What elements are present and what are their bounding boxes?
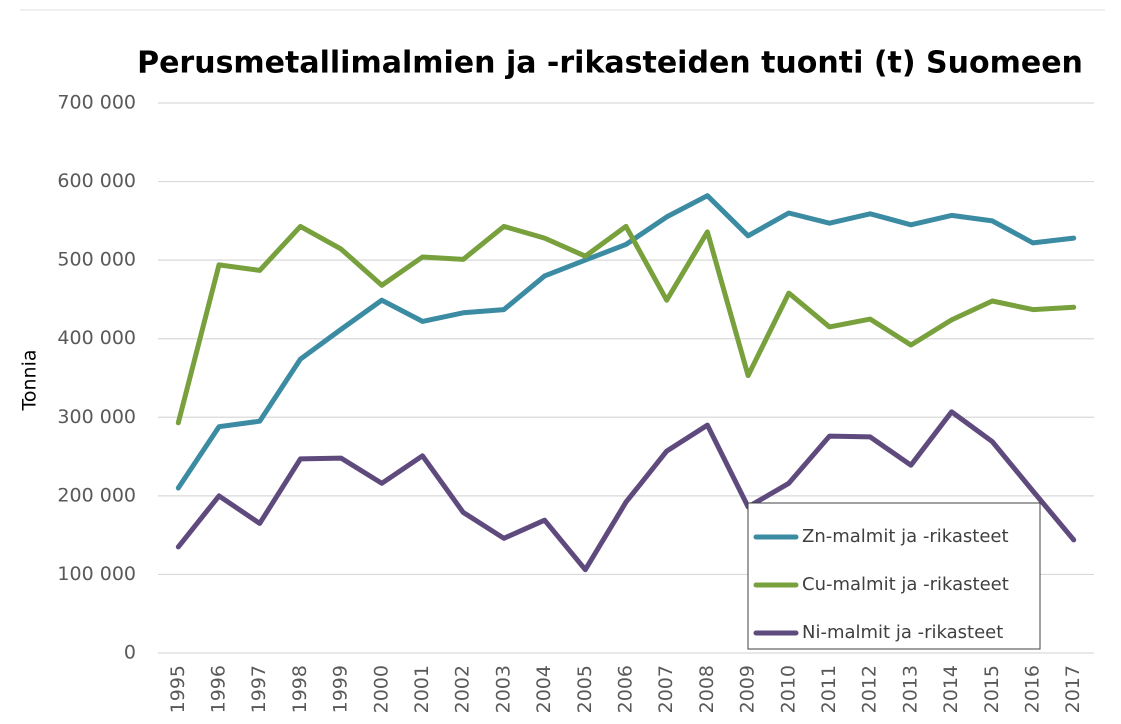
x-tick-label: 1996	[208, 665, 230, 713]
x-tick-label: 2011	[818, 665, 840, 713]
y-tick-label: 400 000	[57, 327, 136, 349]
x-tick-label: 2012	[859, 665, 881, 713]
x-tick-label: 2017	[1062, 665, 1084, 713]
x-tick-label: 2015	[981, 665, 1003, 713]
x-tick-label: 2002	[452, 665, 474, 713]
x-tick-label: 2001	[411, 665, 433, 713]
y-tick-label: 500 000	[57, 249, 136, 271]
x-tick-label: 2006	[615, 665, 637, 713]
y-tick-label: 600 000	[57, 170, 136, 192]
series-line	[175, 409, 1077, 573]
chart-title: Perusmetallimalmien ja -rikasteiden tuon…	[137, 46, 1083, 81]
legend-label: Cu-malmit ja -rikasteet	[802, 574, 1009, 595]
x-tick-label: 1998	[289, 665, 311, 713]
x-tick-label: 2000	[370, 665, 392, 713]
y-axis-label: Tonnia	[19, 349, 41, 411]
x-tick-label: 1995	[167, 665, 189, 713]
x-tick-label: 2016	[1021, 665, 1043, 713]
x-tick-label: 1997	[248, 665, 270, 713]
x-tick-label: 2005	[574, 665, 596, 713]
x-tick-label: 2004	[533, 665, 555, 713]
series-line	[175, 193, 1077, 491]
x-tick-label: 2013	[899, 665, 921, 713]
y-tick-label: 0	[124, 642, 136, 664]
y-tick-label: 300 000	[57, 406, 136, 428]
series-line	[175, 223, 1077, 426]
legend-box	[747, 502, 1041, 650]
y-tick-label: 700 000	[57, 92, 136, 114]
x-tick-label: 2009	[737, 665, 759, 713]
x-tick-label: 2014	[940, 665, 962, 713]
x-tick-label: 2010	[777, 665, 799, 713]
y-tick-label: 200 000	[57, 484, 136, 506]
legend-label: Zn-malmit ja -rikasteet	[802, 526, 1009, 547]
x-tick-label: 2007	[655, 665, 677, 713]
x-tick-label: 2003	[492, 665, 514, 713]
y-tick-label: 100 000	[57, 563, 136, 585]
legend-label: Ni-malmit ja -rikasteet	[802, 622, 1003, 643]
x-tick-label: 2008	[696, 665, 718, 713]
x-tick-label: 1999	[330, 665, 352, 713]
